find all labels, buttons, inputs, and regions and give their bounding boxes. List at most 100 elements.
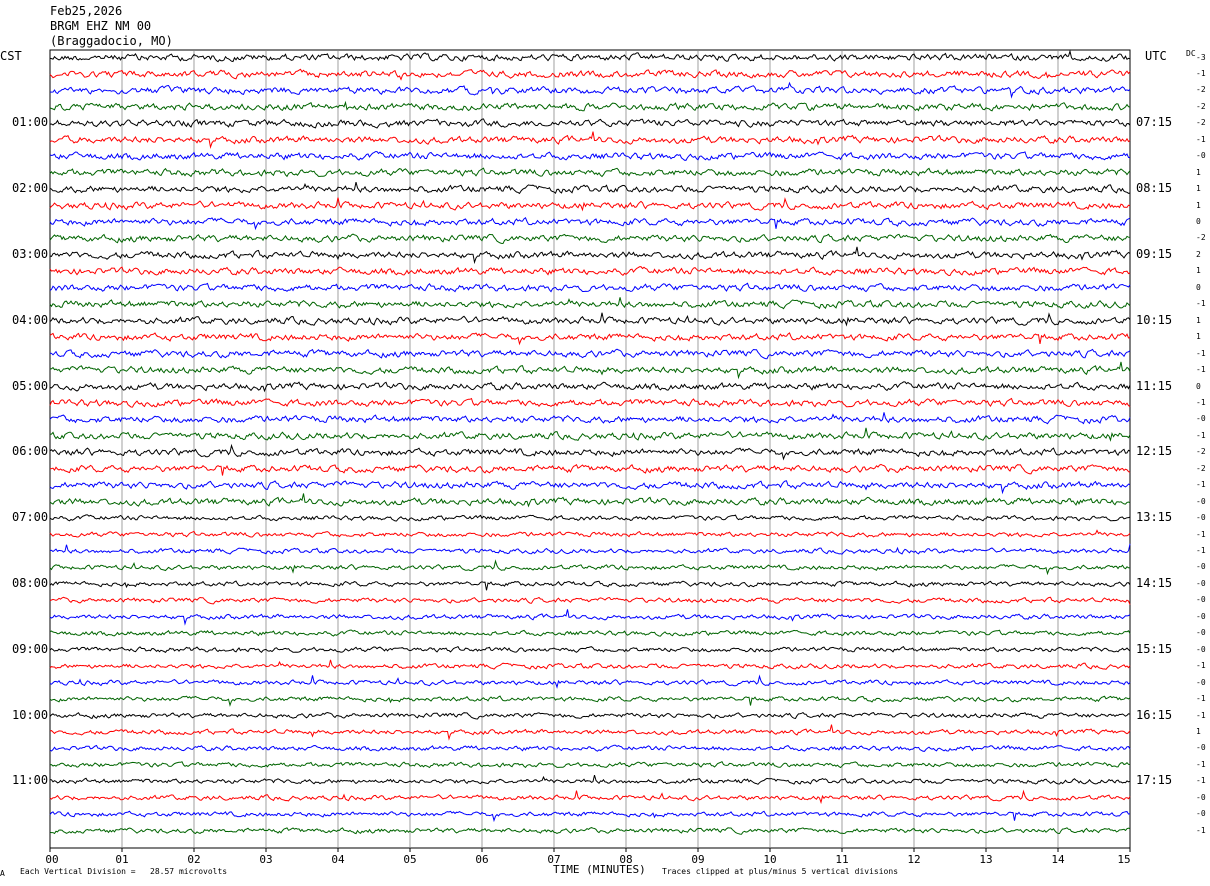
dc-offset-label: -1 [1196,759,1206,769]
left-hour-label: 07:00 [12,510,49,525]
dc-offset-label: -1 [1196,776,1206,786]
seismic-trace-line [49,197,1131,212]
seismic-trace-line [49,81,1131,99]
right-hour-label: 10:15 [1136,312,1173,327]
x-tick-label: 05 [403,853,416,866]
seismic-trace-line [49,443,1131,461]
x-tick-label: 08 [619,853,632,866]
seismic-traces [49,49,1131,835]
dc-offset-label: -0 [1196,513,1206,523]
seismic-trace-line [49,312,1131,327]
seismic-trace-line [49,493,1131,508]
dc-offset-label: 1 [1196,726,1201,736]
right-hour-label: 16:15 [1136,707,1173,722]
seismic-trace-line [49,695,1131,707]
seismic-trace-line [49,529,1131,538]
seismic-trace-line [49,361,1131,380]
dc-offset-label: -0 [1196,414,1206,424]
dc-offset-label: 0 [1196,217,1201,226]
dc-offset-label: 1 [1196,315,1201,325]
left-hour-label: 11:00 [12,773,49,788]
seismic-trace-line [49,744,1131,752]
left-hour-label: 10:00 [12,707,49,722]
seismic-trace-line [49,397,1131,408]
seismic-trace-line [49,427,1131,442]
dc-offset-label: 0 [1196,282,1201,292]
seismic-trace-line [49,381,1131,393]
left-hour-label: 09:00 [12,641,49,656]
dc-offset-label: -0 [1196,644,1206,654]
dc-offset-label: -1 [1196,710,1206,720]
dc-offset-label: -0 [1196,792,1206,802]
dc-offset-label: -0 [1196,628,1206,638]
station-code: BRGM EHZ NM 00 [50,19,152,33]
dc-offset-label: 1 [1196,266,1201,276]
dc-offset-label: -0 [1196,578,1206,588]
left-timezone-label: CST [0,49,22,63]
seismic-trace-line [49,181,1131,195]
dc-offset-label: -1 [1196,694,1206,704]
x-tick-label: 11 [835,853,848,866]
clip-note: Traces clipped at plus/minus 5 vertical … [662,867,899,876]
seismic-trace-line [49,543,1131,555]
left-hour-label: 06:00 [12,444,49,459]
dc-offset-label: -1 [1196,134,1206,144]
dc-offset-label: 2 [1196,249,1201,259]
x-tick-label: 13 [979,853,992,866]
dc-offset-label: 1 [1196,332,1201,342]
dc-offset-label: -1 [1196,546,1206,555]
dc-offset-label: -2 [1196,101,1206,111]
seismic-trace-line [49,233,1131,245]
dc-offset-label: -1 [1196,661,1206,671]
dc-offset-label: 1 [1196,184,1201,194]
seismic-trace-line [49,266,1131,277]
seismic-trace-line [49,297,1131,310]
dc-offset-label: -2 [1196,85,1206,95]
seismic-trace-line [49,596,1131,605]
plot-frame [49,49,1131,849]
seismic-trace-line [49,282,1131,293]
right-hour-label: 08:15 [1136,181,1173,196]
dc-offset-label: 1 [1196,167,1201,177]
seismic-trace-line [49,580,1131,591]
seismic-trace-line [49,68,1131,81]
dc-offset-label: -3 [1196,52,1206,62]
seismic-trace-line [49,761,1131,769]
left-hour-label: 01:00 [12,115,49,130]
dc-offset-label: -0 [1196,677,1206,687]
seismic-trace-line [49,711,1131,720]
dc-offset-label: -0 [1196,611,1206,621]
dc-offset-label: -0 [1196,809,1206,819]
left-hour-label: 02:00 [12,181,49,196]
seismic-trace-line [49,645,1131,653]
dc-offset-label: -1 [1196,529,1206,539]
seismic-trace-line [49,659,1131,670]
right-hour-label: 15:15 [1136,641,1173,656]
seismic-trace-line [49,480,1131,495]
dc-offset-label: -1 [1196,397,1206,407]
seismic-trace-line [49,559,1131,576]
x-tick-label: 04 [331,853,345,866]
x-axis-ticks: 00 01 02 03 04 05 06 07 08 09 10 11 12 13 14 15 [45,848,1131,866]
dc-offset-label: -2 [1196,463,1206,473]
seismic-trace-line [49,609,1131,626]
x-tick-label: 07 [547,853,560,866]
dc-offset-label: -1 [1196,348,1206,358]
right-hour-label: 17:15 [1136,773,1173,788]
dc-offset-label: -1 [1196,68,1206,78]
x-tick-label: 12 [907,853,920,866]
dc-offset-label: -1 [1196,299,1206,309]
x-tick-label: 01 [115,853,128,866]
x-tick-label: 00 [45,853,58,866]
x-tick-label: 10 [763,853,776,866]
x-tick-label: 14 [1051,853,1065,866]
right-hour-label: 13:15 [1136,510,1173,525]
dc-offset-label: -0 [1196,151,1206,161]
seismic-trace-line [49,118,1131,129]
seismic-trace-line [49,629,1131,637]
dc-offset-label: -1 [1196,430,1206,440]
seismic-trace-line [49,332,1131,346]
corner-mark: A [0,869,5,878]
dc-offset-label: -2 [1196,233,1206,243]
